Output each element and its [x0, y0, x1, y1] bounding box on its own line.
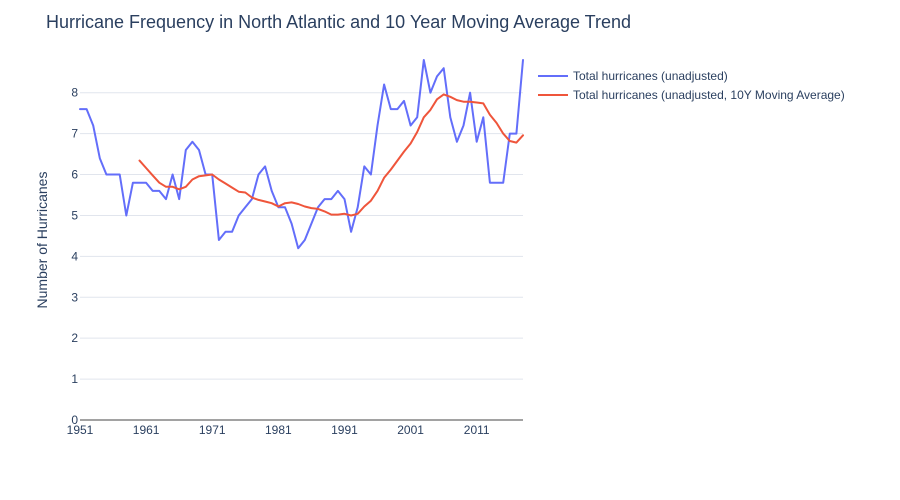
gridlines: [80, 92, 523, 421]
y-axis: 0 1 2 3 4 5 6 7 8: [71, 86, 78, 427]
x-tick-label: 2001: [397, 423, 424, 437]
y-tick-label: 6: [71, 168, 78, 182]
legend-swatch-moving-average: [538, 93, 568, 96]
x-tick-label: 1991: [331, 423, 358, 437]
x-tick-label: 2011: [464, 423, 490, 437]
legend-label-unadjusted: Total hurricanes (unadjusted): [573, 68, 728, 83]
y-tick-label: 1: [71, 372, 78, 386]
series-line-moving-average[interactable]: [138, 93, 524, 217]
x-tick-label: 1971: [199, 423, 226, 437]
y-tick-label: 2: [71, 331, 78, 345]
legend-swatch-unadjusted: [538, 74, 568, 77]
legend-item-moving-average[interactable]: Total hurricanes (unadjusted, 10Y Moving…: [538, 85, 845, 104]
series-lines: [79, 59, 524, 250]
x-tick-label: 1951: [67, 423, 94, 437]
y-tick-label: 8: [71, 86, 78, 100]
legend[interactable]: Total hurricanes (unadjusted) Total hurr…: [538, 66, 845, 104]
y-tick-label: 5: [71, 208, 78, 222]
x-axis: 1951 1961 1971 1981 1991 2001 2011: [67, 423, 490, 437]
legend-label-moving-average: Total hurricanes (unadjusted, 10Y Moving…: [573, 87, 845, 102]
y-tick-label: 0: [71, 413, 78, 427]
y-tick-label: 4: [71, 249, 78, 263]
legend-item-unadjusted[interactable]: Total hurricanes (unadjusted): [538, 66, 845, 85]
y-axis-title: Number of Hurricanes: [34, 172, 50, 309]
chart-title: Hurricane Frequency in North Atlantic an…: [46, 12, 632, 32]
y-tick-label: 7: [71, 127, 78, 141]
x-tick-label: 1981: [265, 423, 292, 437]
x-tick-label: 1961: [133, 423, 160, 437]
y-tick-label: 3: [71, 290, 78, 304]
series-line-unadjusted[interactable]: [79, 59, 524, 250]
